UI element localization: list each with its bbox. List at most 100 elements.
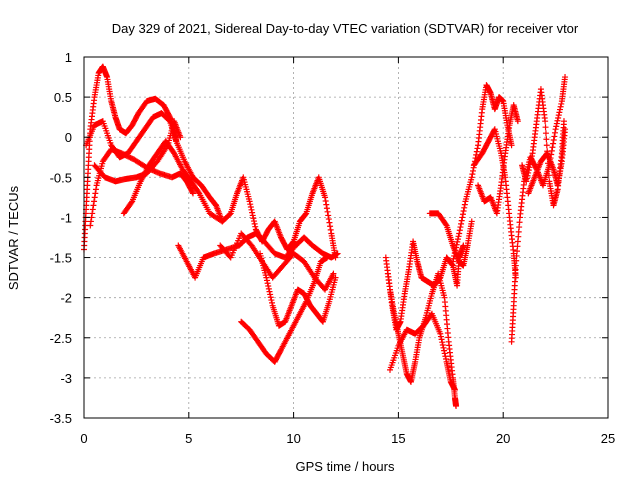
data-point <box>526 164 533 171</box>
data-point <box>267 294 274 301</box>
data-point <box>269 299 276 306</box>
data-point <box>323 205 330 212</box>
data-point <box>545 172 552 179</box>
data-point <box>449 258 456 265</box>
data-point <box>250 218 257 225</box>
data-point <box>461 201 468 208</box>
data-point <box>90 202 97 209</box>
data-point <box>92 186 99 193</box>
data-point <box>91 194 98 201</box>
y-tick-label: 0 <box>65 130 72 145</box>
data-point <box>460 208 467 215</box>
y-tick-label: 0.5 <box>54 90 72 105</box>
data-point <box>89 206 96 213</box>
data-point <box>128 199 135 206</box>
data-point <box>461 204 468 211</box>
data-point <box>439 341 446 348</box>
data-point <box>264 280 271 287</box>
data-point <box>456 227 463 234</box>
data-point <box>560 118 567 125</box>
data-point <box>442 221 449 228</box>
data-point <box>525 169 532 176</box>
data-point <box>557 103 564 110</box>
data-point <box>542 130 549 137</box>
data-point <box>558 100 565 107</box>
data-point <box>458 217 465 224</box>
data-point <box>289 239 296 246</box>
data-point <box>523 178 530 185</box>
data-point <box>322 194 329 201</box>
data-point <box>514 118 521 125</box>
data-point <box>525 167 532 174</box>
data-point <box>250 215 257 222</box>
data-point <box>508 142 515 149</box>
data-point <box>543 136 550 143</box>
data-point <box>459 214 466 221</box>
data-point <box>545 166 552 173</box>
y-axis-label: SDTVAR / TECUs <box>6 185 21 290</box>
data-point <box>527 158 534 165</box>
y-tick-label: -3 <box>60 371 72 386</box>
data-point <box>451 252 458 259</box>
y-tick-label: -0.5 <box>50 170 72 185</box>
data-point <box>302 211 309 218</box>
data-point <box>449 261 456 268</box>
y-tick-label: -3.5 <box>50 411 72 426</box>
data-point <box>470 167 477 174</box>
data-point <box>323 201 330 208</box>
data-point <box>454 236 461 243</box>
data-point <box>265 285 272 292</box>
y-tick-label: -2 <box>60 291 72 306</box>
data-point <box>549 144 556 151</box>
data-point <box>441 347 448 354</box>
data-point <box>189 189 196 196</box>
data-point <box>542 124 549 131</box>
data-point <box>438 336 445 343</box>
data-point <box>89 210 96 217</box>
data-point <box>459 211 466 218</box>
data-point <box>468 218 475 225</box>
y-tick-label: -2.5 <box>50 331 72 346</box>
data-point <box>249 209 256 216</box>
data-point <box>325 212 332 219</box>
data-point <box>453 402 460 409</box>
data-point <box>491 127 498 134</box>
data-point <box>324 254 331 261</box>
data-point <box>455 233 462 240</box>
data-point <box>451 250 458 257</box>
x-tick-label: 25 <box>601 431 615 446</box>
data-point <box>454 238 461 245</box>
chart-title: Day 329 of 2021, Sidereal Day-to-day VTE… <box>112 21 579 36</box>
data-point <box>263 274 270 281</box>
data-point <box>527 161 534 168</box>
data-point <box>248 206 255 213</box>
data-point <box>553 120 560 127</box>
data-point <box>327 226 334 233</box>
data-point <box>92 190 99 197</box>
data-point <box>554 117 561 124</box>
y-tick-label: 1 <box>65 50 72 65</box>
data-point <box>555 114 562 121</box>
data-point <box>555 112 562 119</box>
data-point <box>451 386 458 393</box>
data-point <box>247 201 254 208</box>
data-point <box>326 219 333 226</box>
data-point <box>473 151 480 158</box>
y-tick-label: -1 <box>60 210 72 225</box>
data-point <box>562 74 569 81</box>
data-point <box>457 224 464 231</box>
data-point <box>439 339 446 346</box>
data-point <box>542 118 549 125</box>
data-point <box>91 198 98 205</box>
axis-ticks: 0 5 10 15 20 25 1 0.5 0 -0.5 -1 -1.5 -2 -2.5 -3 -3.5 <box>50 50 616 446</box>
data-point <box>252 223 259 230</box>
data-point <box>442 353 449 360</box>
data-point <box>319 317 326 324</box>
data-point <box>322 197 329 204</box>
data-point <box>442 356 449 363</box>
data-point <box>473 148 480 155</box>
data-point <box>327 223 334 230</box>
x-tick-label: 15 <box>391 431 405 446</box>
data-point <box>87 218 94 225</box>
data-point <box>523 175 530 182</box>
